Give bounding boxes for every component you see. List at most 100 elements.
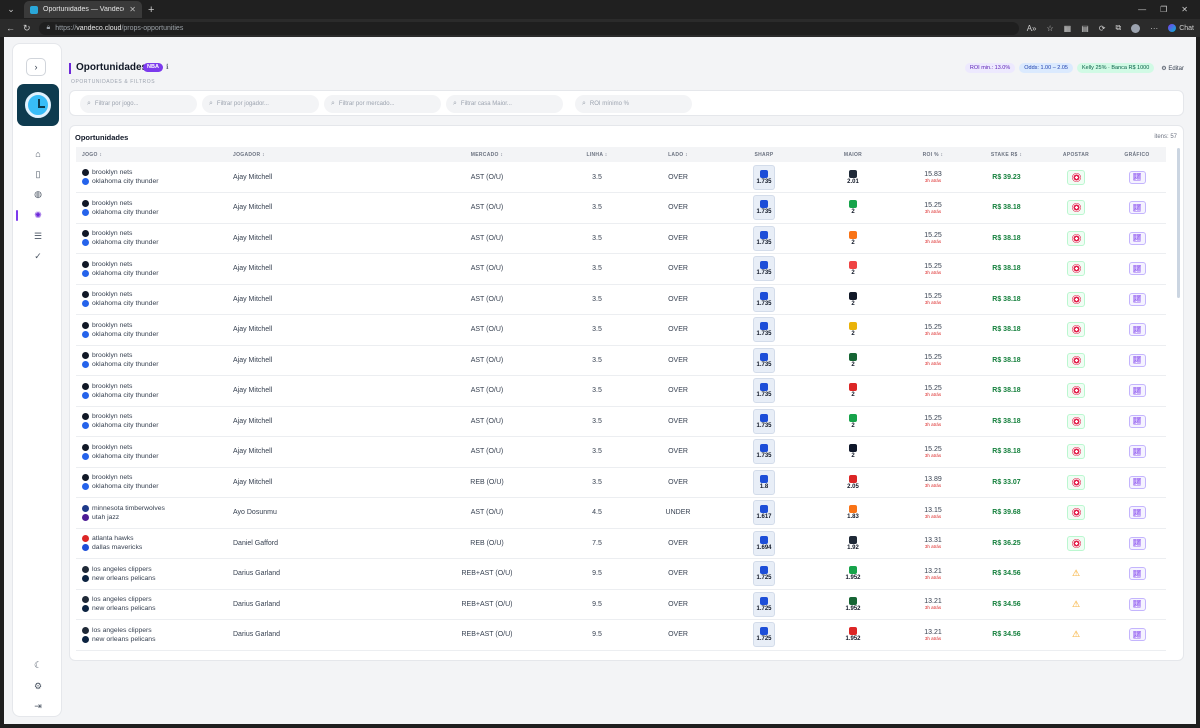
maior-odd[interactable]: 1.952 xyxy=(842,561,864,586)
bet-button[interactable] xyxy=(1067,535,1085,551)
sharp-odd[interactable]: 1.725 xyxy=(753,561,775,587)
chart-button[interactable]: 📈︎ xyxy=(1128,201,1146,215)
maior-odd[interactable]: 2 xyxy=(842,348,864,373)
maior-odd[interactable]: 2 xyxy=(842,317,864,342)
chart-button[interactable]: 📈︎ xyxy=(1128,445,1146,459)
sharp-odd[interactable]: 1.725 xyxy=(753,622,775,648)
browser-tab[interactable]: Oportunidades — Vandeco Web ✕ xyxy=(24,1,142,18)
opportunities-icon[interactable]: ✺ xyxy=(34,209,42,220)
maior-odd[interactable]: 2.01 xyxy=(842,165,864,190)
restore-icon[interactable]: ❐ xyxy=(1160,5,1168,14)
col-stake[interactable]: STAKE R$ ↕ xyxy=(990,151,1023,158)
chart-button[interactable]: 📈︎ xyxy=(1128,353,1146,367)
chart-button[interactable]: 📈︎ xyxy=(1128,506,1146,520)
warning-icon[interactable]: ⚠ xyxy=(1071,598,1081,609)
col-roi[interactable]: ROI % ↕ xyxy=(922,151,944,158)
info-icon[interactable]: ℹ xyxy=(166,64,169,71)
history-icon[interactable]: ⧉ xyxy=(1115,23,1122,32)
sync-icon[interactable]: ⟳ xyxy=(1098,23,1106,33)
maior-odd[interactable]: 2 xyxy=(842,226,864,251)
bet-button[interactable] xyxy=(1067,383,1085,399)
favorite-star-icon[interactable]: ☆ xyxy=(1046,23,1054,33)
bet-button[interactable] xyxy=(1067,230,1085,246)
sharp-odd[interactable]: 1.8 xyxy=(753,469,775,495)
back-icon[interactable]: ← xyxy=(6,23,15,33)
sharp-odd[interactable]: 1.735 xyxy=(753,317,775,343)
roi-chip[interactable]: ROI min.: 13.0% xyxy=(964,63,1016,73)
chart-button[interactable]: 📈︎ xyxy=(1128,292,1146,306)
maior-odd[interactable]: 2.05 xyxy=(842,470,864,495)
warning-icon[interactable]: ⚠ xyxy=(1071,629,1081,640)
maior-odd[interactable]: 1.952 xyxy=(842,622,864,647)
app-logo[interactable] xyxy=(17,84,59,126)
bet-button[interactable] xyxy=(1067,505,1085,521)
bet-button[interactable] xyxy=(1067,322,1085,338)
url-field[interactable]: 🔒︎ https://vandeco.cloud/props-opportuni… xyxy=(38,21,1019,35)
logout-icon[interactable]: ⇥ xyxy=(34,700,42,711)
profile-avatar[interactable] xyxy=(1131,23,1141,33)
col-mercado[interactable]: MERCADO ↕ xyxy=(470,151,504,158)
new-tab-icon[interactable]: + xyxy=(148,3,155,16)
bet-button[interactable] xyxy=(1067,169,1085,185)
chat-button[interactable]: Chat xyxy=(1168,24,1194,32)
sharp-odd[interactable]: 1.735 xyxy=(753,195,775,221)
sharp-odd[interactable]: 1.735 xyxy=(753,225,775,251)
refresh-icon[interactable]: ↻ xyxy=(23,22,31,33)
chart-button[interactable]: 📈︎ xyxy=(1128,384,1146,398)
filter-roi-input[interactable]: ⌕ ROI mínimo % xyxy=(575,95,692,113)
sharp-odd[interactable]: 1.735 xyxy=(753,408,775,434)
book-icon[interactable]: ▯ xyxy=(35,168,41,179)
bet-button[interactable] xyxy=(1067,413,1085,429)
edit-button[interactable]: ⚙ Editar xyxy=(1161,65,1184,72)
close-tab-icon[interactable]: ✕ xyxy=(129,5,136,14)
odds-chip[interactable]: Odds: 1.00 – 2.05 xyxy=(1019,63,1073,73)
read-aloud-icon[interactable]: A» xyxy=(1026,23,1037,33)
settings-gear-icon[interactable]: ⚙ xyxy=(33,680,43,691)
maior-odd[interactable]: 1.92 xyxy=(842,531,864,556)
filter-market-input[interactable]: ⌕ Filtrar por mercado... xyxy=(324,95,441,113)
kelly-chip[interactable]: Kelly 25% · Banca R$ 1000 xyxy=(1077,63,1155,73)
dashboard-icon[interactable]: ⌂ xyxy=(35,149,41,159)
extensions-icon[interactable]: ▦ xyxy=(1063,23,1072,33)
filter-player-input[interactable]: ⌕ Filtrar por jogador... xyxy=(202,95,319,113)
more-icon[interactable]: ··· xyxy=(1150,23,1159,33)
table-scrollbar[interactable] xyxy=(1177,148,1180,298)
sharp-odd[interactable]: 1.735 xyxy=(753,378,775,404)
bet-button[interactable] xyxy=(1067,352,1085,368)
sharp-odd[interactable]: 1.694 xyxy=(753,530,775,556)
chart-button[interactable]: 📈︎ xyxy=(1128,536,1146,550)
maior-odd[interactable]: 2 xyxy=(842,195,864,220)
filter-game-input[interactable]: ⌕ Filtrar por jogo... xyxy=(80,95,197,113)
bet-button[interactable] xyxy=(1067,291,1085,307)
theme-moon-icon[interactable]: ☾ xyxy=(33,659,43,670)
bet-button[interactable] xyxy=(1067,261,1085,277)
sharp-odd[interactable]: 1.735 xyxy=(753,256,775,282)
sharp-odd[interactable]: 1.617 xyxy=(753,500,775,526)
check-icon[interactable]: ✓ xyxy=(34,250,42,261)
sharp-odd[interactable]: 1.735 xyxy=(753,286,775,312)
maior-odd[interactable]: 1.83 xyxy=(842,500,864,525)
sharp-odd[interactable]: 1.735 xyxy=(753,439,775,465)
chart-button[interactable]: 📈︎ xyxy=(1128,170,1146,184)
chart-button[interactable]: 📈︎ xyxy=(1128,567,1146,581)
collections-icon[interactable]: ▤ xyxy=(1081,23,1089,33)
filter-bookmaker-input[interactable]: ⌕ Filtrar casa Maior... xyxy=(446,95,563,113)
chart-button[interactable]: 📈︎ xyxy=(1128,262,1146,276)
col-jogador[interactable]: JOGADOR ↕ xyxy=(233,151,265,158)
tab-menu-icon[interactable]: ⌄ xyxy=(7,4,15,14)
maior-odd[interactable]: 2 xyxy=(842,256,864,281)
chart-button[interactable]: 📈︎ xyxy=(1128,597,1146,611)
window-close-icon[interactable]: ✕ xyxy=(1181,5,1188,14)
chart-button[interactable]: 📈︎ xyxy=(1128,475,1146,489)
minimize-icon[interactable]: — xyxy=(1138,5,1147,14)
maior-odd[interactable]: 1.952 xyxy=(842,592,864,617)
sharp-odd[interactable]: 1.735 xyxy=(753,164,775,190)
maior-odd[interactable]: 2 xyxy=(842,378,864,403)
sharp-odd[interactable]: 1.735 xyxy=(753,347,775,373)
expand-sidebar-button[interactable]: › xyxy=(26,58,46,76)
col-lado[interactable]: LADO ↕ xyxy=(668,151,688,158)
chart-button[interactable]: 📈︎ xyxy=(1128,231,1146,245)
col-jogo[interactable]: JOGO ↕ xyxy=(82,151,103,158)
basketball-icon[interactable]: ◍ xyxy=(34,188,42,199)
chart-button[interactable]: 📈︎ xyxy=(1128,628,1146,642)
